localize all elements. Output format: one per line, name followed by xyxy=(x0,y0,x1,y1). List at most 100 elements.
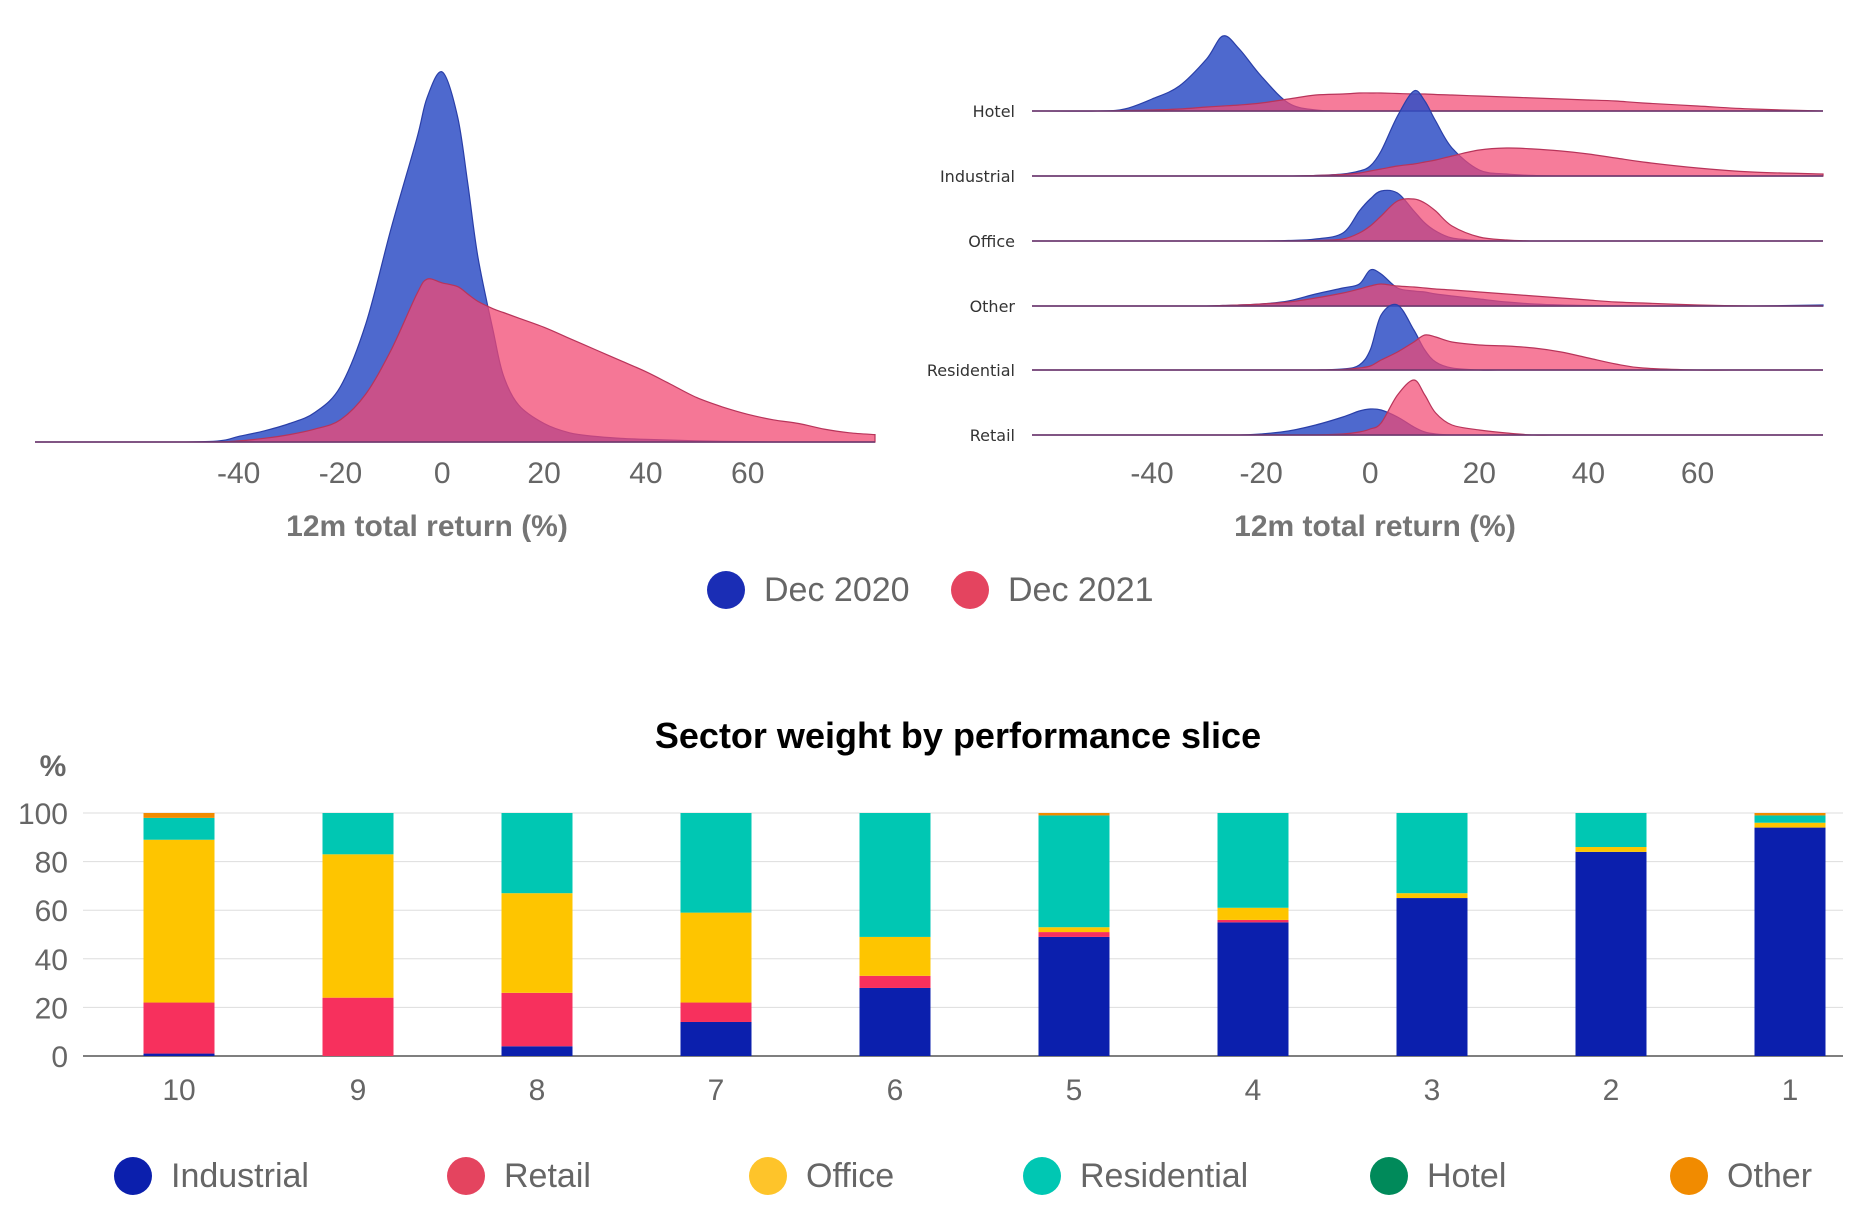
overall-density-chart: -40 -20 0 20 40 60 12m total return (%) xyxy=(34,71,876,543)
x-tick-label: 8 xyxy=(529,1074,546,1107)
x-tick-label: 40 xyxy=(629,457,662,490)
overall-density-x-ticks: -40 -20 0 20 40 60 xyxy=(217,457,764,490)
bar-segment-retail xyxy=(859,975,931,988)
legend-marker-industrial xyxy=(114,1157,152,1195)
bar-segment-other xyxy=(1038,813,1110,816)
ridgeline-row-industrial: Industrial xyxy=(940,89,1824,186)
ridgeline-rows: Hotel Industrial Office Other Residential Ret… xyxy=(927,35,1824,445)
ridge-sector-label: Residential xyxy=(927,361,1015,380)
x-tick-label: 0 xyxy=(1362,457,1379,490)
bar-segment-industrial xyxy=(1396,898,1468,1056)
bar-stack-slice-4 xyxy=(1217,813,1289,1056)
ridgeline-row-office: Office xyxy=(968,189,1823,251)
legend-marker-office xyxy=(749,1157,787,1195)
x-tick-label: -20 xyxy=(1239,457,1282,490)
bar-segment-retail xyxy=(1217,919,1289,923)
top-legend: Dec 2020 Dec 2021 xyxy=(707,571,1154,609)
bar-segment-industrial xyxy=(501,1046,573,1056)
bar-stack-slice-5 xyxy=(1038,813,1110,1056)
bar-segment-office xyxy=(1754,822,1826,828)
bar-segment-office xyxy=(143,839,215,1003)
sector-weight-bar-chart: Sector weight by performance slice % 0 20… xyxy=(18,715,1843,1107)
ridge-sector-label: Office xyxy=(968,232,1015,251)
bottom-legend: Industrial Retail Office Residential Hotel Ot… xyxy=(114,1157,1812,1195)
y-tick-label: 0 xyxy=(51,1041,68,1074)
ridgeline-row-residential: Residential xyxy=(927,303,1823,380)
bar-segment-residential xyxy=(859,813,931,937)
bar-segment-retail xyxy=(322,997,394,1056)
bar-segment-retail xyxy=(1038,932,1110,937)
bar-segment-office xyxy=(680,912,752,1003)
x-tick-label: 20 xyxy=(1463,457,1496,490)
bar-segment-residential xyxy=(322,813,394,855)
ridgeline-row-other: Other xyxy=(970,268,1824,316)
y-tick-label: 80 xyxy=(35,847,68,880)
bar-stack-slice-1 xyxy=(1754,813,1826,1056)
bar-chart-title: Sector weight by performance slice xyxy=(655,715,1261,756)
overall-density-areas xyxy=(34,71,876,443)
legend-label: Industrial xyxy=(171,1157,309,1195)
x-tick-label: 9 xyxy=(350,1074,367,1107)
legend-label: Other xyxy=(1727,1157,1812,1195)
bar-segment-industrial xyxy=(1038,936,1110,1056)
x-tick-label: 0 xyxy=(434,457,451,490)
bar-segment-residential xyxy=(501,813,573,894)
legend-marker-residential xyxy=(1023,1157,1061,1195)
x-tick-label: 4 xyxy=(1245,1074,1262,1107)
bar-segment-residential xyxy=(1038,815,1110,928)
x-tick-label: -40 xyxy=(1130,457,1173,490)
bar-segment-office xyxy=(1038,927,1110,933)
bar-segment-industrial xyxy=(1217,922,1289,1056)
legend-marker-dec-2020 xyxy=(707,571,745,609)
bar-segment-industrial xyxy=(680,1021,752,1056)
ridge-area-hotel-dec-2021 xyxy=(1031,92,1824,112)
x-tick-label: 40 xyxy=(1572,457,1605,490)
legend-label: Residential xyxy=(1080,1157,1248,1195)
x-tick-label: 60 xyxy=(1681,457,1714,490)
overall-density-x-axis-title: 12m total return (%) xyxy=(286,510,568,543)
y-tick-label: 100 xyxy=(18,798,68,831)
bar-segment-residential xyxy=(1575,813,1647,848)
legend-marker-other xyxy=(1670,1157,1708,1195)
ridge-area-retail-dec-2021 xyxy=(1032,379,1823,436)
x-tick-label: 20 xyxy=(527,457,560,490)
ridge-sector-label: Other xyxy=(970,297,1016,316)
bar-stack-slice-6 xyxy=(859,813,931,1056)
bar-segment-industrial xyxy=(1575,851,1647,1056)
ridgeline-row-retail: Retail xyxy=(970,379,1823,445)
bar-segment-industrial xyxy=(143,1053,215,1056)
x-tick-label: 7 xyxy=(708,1074,725,1107)
bar-segment-other xyxy=(143,813,215,818)
legend-label: Dec 2021 xyxy=(1008,571,1154,609)
x-tick-label: 60 xyxy=(731,457,764,490)
density-area-dec-2021 xyxy=(35,278,876,443)
bar-chart-y-axis-title: % xyxy=(40,750,67,783)
bar-segment-retail xyxy=(143,1002,215,1054)
y-tick-label: 40 xyxy=(35,944,68,977)
x-tick-label: 10 xyxy=(162,1074,195,1107)
y-tick-label: 20 xyxy=(35,992,68,1025)
bar-segment-office xyxy=(501,893,573,993)
bar-segment-retail xyxy=(680,1002,752,1022)
bar-chart-bars xyxy=(143,813,1826,1056)
bar-segment-residential xyxy=(1396,813,1468,894)
bar-segment-residential xyxy=(143,817,215,840)
bar-segment-retail xyxy=(501,992,573,1047)
bar-stack-slice-8 xyxy=(501,813,573,1056)
x-tick-label: -40 xyxy=(217,457,260,490)
x-tick-label: 1 xyxy=(1782,1074,1799,1107)
x-tick-label: 6 xyxy=(887,1074,904,1107)
ridge-sector-label: Retail xyxy=(970,426,1015,445)
legend-marker-hotel xyxy=(1370,1157,1408,1195)
bar-segment-residential xyxy=(680,813,752,913)
x-tick-label: 5 xyxy=(1066,1074,1083,1107)
legend-marker-dec-2021 xyxy=(951,571,989,609)
ridge-sector-label: Industrial xyxy=(940,167,1015,186)
x-tick-label: 2 xyxy=(1603,1074,1620,1107)
ridgeline-x-axis-title: 12m total return (%) xyxy=(1234,510,1516,543)
ridge-sector-label: Hotel xyxy=(973,102,1015,121)
bar-segment-other xyxy=(1754,813,1826,816)
bar-stack-slice-7 xyxy=(680,813,752,1056)
bar-segment-residential xyxy=(1217,813,1289,908)
